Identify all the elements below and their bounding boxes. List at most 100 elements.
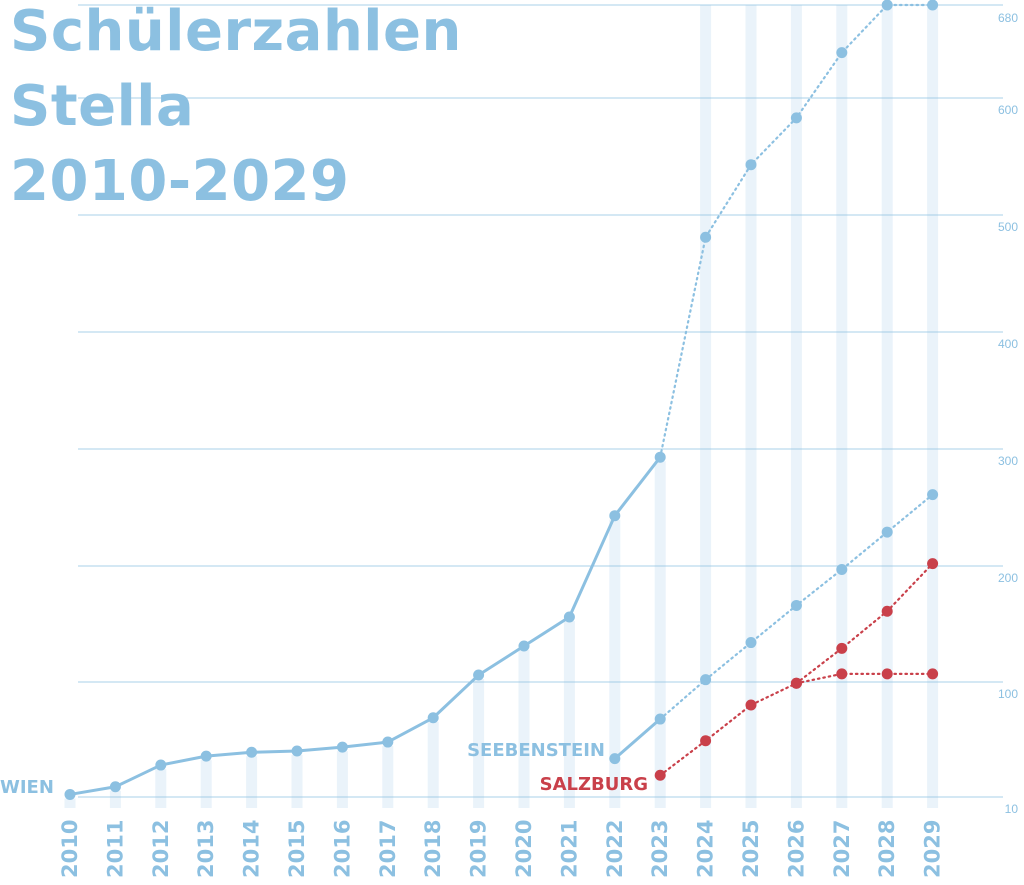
data-point [745, 159, 757, 171]
series-lines [69, 3, 934, 796]
data-point [336, 741, 348, 753]
data-point [745, 699, 757, 711]
year-column-2014 [246, 756, 258, 808]
data-point [881, 526, 893, 538]
data-point [927, 489, 939, 501]
data-point [836, 642, 848, 654]
data-point [473, 669, 485, 681]
series-label-seebenstein: SEEBENSTEIN [467, 740, 605, 761]
data-point [609, 510, 621, 522]
year-column-2026 [790, 5, 802, 808]
series-line-actual-0 [69, 456, 662, 796]
x-tick-label: 2016 [330, 820, 354, 878]
year-column-2022 [609, 519, 621, 808]
data-point [790, 599, 802, 611]
year-column-2018 [427, 721, 439, 808]
data-point [881, 668, 893, 680]
x-tick-label: 2013 [194, 820, 218, 878]
y-tick-label: 400 [998, 337, 1018, 351]
year-column-2019 [473, 679, 485, 808]
data-point [790, 677, 802, 689]
year-column-2016 [336, 751, 348, 808]
year-column-2012 [155, 769, 167, 808]
series-label-salzburg: SALZBURG [540, 774, 648, 795]
data-point [881, 0, 893, 11]
x-tick-label: 2011 [103, 820, 127, 878]
series-line-actual-1 [613, 717, 662, 760]
data-point [836, 668, 848, 680]
data-point [790, 112, 802, 124]
data-point [109, 781, 121, 793]
grid-lines [78, 4, 1003, 798]
year-column-2024 [700, 5, 712, 808]
y-tick-label: 200 [998, 571, 1018, 585]
x-tick-label: 2021 [557, 820, 581, 878]
y-tick-label: 10 [1005, 802, 1019, 816]
year-column-2020 [518, 650, 530, 808]
x-tick-label: 2017 [376, 820, 400, 878]
y-tick-label: 300 [998, 454, 1018, 468]
x-tick-label: 2024 [694, 820, 718, 878]
x-tick-label: 2027 [830, 820, 854, 878]
year-column-2023 [654, 461, 666, 808]
data-point [609, 753, 621, 765]
year-column-2011 [109, 790, 121, 808]
series-line-forecast-3 [795, 672, 934, 685]
year-column-2021 [563, 621, 575, 808]
x-tick-label: 2019 [467, 820, 491, 878]
data-point [745, 637, 757, 649]
data-point [836, 563, 848, 575]
series-label-wien: WIEN [0, 777, 54, 798]
data-point [654, 451, 666, 463]
data-point [927, 668, 939, 680]
x-tick-label: 2025 [739, 820, 763, 878]
data-point [654, 713, 666, 725]
data-point [927, 0, 939, 11]
data-point [291, 745, 303, 757]
x-tick-label: 2018 [421, 820, 445, 878]
y-tick-label: 100 [998, 687, 1018, 701]
x-tick-label: 2026 [784, 820, 808, 878]
year-column-2017 [382, 746, 394, 808]
x-tick-label: 2014 [240, 820, 264, 878]
year-column-2015 [291, 755, 303, 808]
data-point [427, 712, 439, 724]
y-tick-label: 600 [998, 103, 1018, 117]
x-axis-ticks: 2010 2011 2012 2013 2014 2015 2016 2017 2018 2019… [58, 820, 945, 878]
data-point [563, 611, 575, 623]
year-column-2027 [836, 5, 848, 808]
data-point [200, 750, 212, 762]
x-tick-label: 2012 [149, 820, 173, 878]
year-column-2025 [745, 5, 757, 808]
x-tick-label: 2028 [875, 820, 899, 878]
x-tick-label: 2020 [512, 820, 536, 878]
data-point [700, 674, 712, 686]
data-point [246, 746, 258, 758]
chart-title-line-1: Schülerzahlen [10, 0, 462, 64]
year-column-2013 [200, 760, 212, 808]
x-tick-label: 2023 [648, 820, 672, 878]
data-point [64, 788, 76, 800]
data-point [881, 605, 893, 617]
year-column-2010 [64, 798, 76, 808]
series-points [64, 0, 939, 800]
data-point [700, 735, 712, 747]
x-tick-label: 2015 [285, 820, 309, 878]
x-tick-label: 2029 [921, 820, 945, 878]
x-tick-label: 2010 [58, 820, 82, 878]
year-column-2029 [927, 5, 939, 808]
y-tick-label: 680 [998, 11, 1018, 25]
series-labels: WIEN SEEBENSTEIN SALZBURG [0, 740, 648, 798]
data-point [654, 769, 666, 781]
chart-title-line-3: 2010-2029 [10, 149, 350, 214]
data-point [155, 759, 167, 771]
data-point [382, 736, 394, 748]
year-columns [64, 5, 939, 808]
y-axis-ticks: 10 100 200 300 400 500 600 680 [998, 11, 1018, 816]
data-point [836, 47, 848, 59]
year-column-2028 [881, 5, 893, 808]
y-tick-label: 500 [998, 220, 1018, 234]
chart-title-line-2: Stella [10, 74, 195, 139]
data-point [700, 231, 712, 243]
